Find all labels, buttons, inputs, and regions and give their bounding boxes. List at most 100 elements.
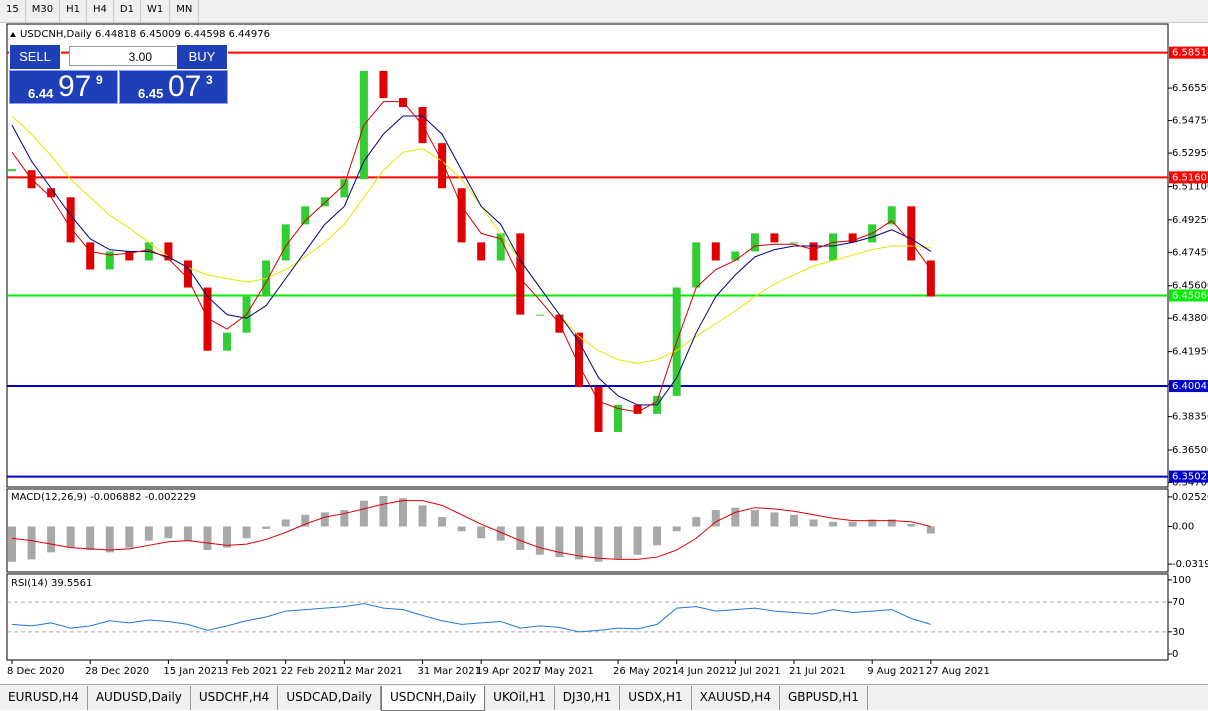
macd-bar <box>144 526 153 541</box>
timeframe-button[interactable]: 15 <box>0 0 26 22</box>
timeframe-button[interactable]: W1 <box>141 0 171 22</box>
timeframe-button[interactable]: H1 <box>60 0 87 22</box>
candle <box>301 206 310 225</box>
macd-bar <box>926 526 935 534</box>
sell-button[interactable]: SELL <box>9 44 61 70</box>
candle <box>281 224 290 261</box>
level-label: 6.35025 <box>1172 472 1208 483</box>
macd-bar <box>105 526 114 553</box>
macd-bar <box>672 526 681 532</box>
volume-input[interactable]: 3.00 <box>69 46 177 66</box>
candle <box>516 233 525 315</box>
macd-bar <box>281 519 290 527</box>
header-icon <box>10 32 16 37</box>
chart-tab[interactable]: USDCAD,Daily <box>278 686 381 710</box>
trade-panel: SELL 3.00 BUY 6.44 97 9 6.45 07 3 <box>9 44 228 104</box>
macd-bar <box>66 526 75 548</box>
macd-bar <box>242 526 251 539</box>
macd-bar <box>438 517 447 527</box>
candle <box>809 242 818 261</box>
candle <box>477 242 486 261</box>
macd-bar <box>731 507 740 527</box>
macd-bar <box>477 526 486 539</box>
x-tick-label: 21 Jul 2021 <box>789 666 846 677</box>
ask-prefix: 6.45 <box>138 86 164 101</box>
macd-bar <box>848 521 857 527</box>
macd-bar <box>790 514 798 527</box>
ask-price[interactable]: 6.45 07 3 <box>119 70 228 104</box>
candle <box>47 188 56 198</box>
chart-tab[interactable]: USDX,H1 <box>620 686 692 710</box>
macd-bar <box>692 517 701 527</box>
level-label: 6.51605 <box>1172 172 1208 183</box>
candle <box>66 197 75 243</box>
candle <box>438 143 447 189</box>
candle <box>457 188 466 243</box>
macd-bar <box>203 526 212 551</box>
timeframe-button[interactable]: M30 <box>26 0 61 22</box>
timeframe-button[interactable]: H4 <box>87 0 114 22</box>
macd-bar <box>418 505 427 527</box>
y-tick-label: 6.52950 <box>1172 148 1208 159</box>
y-tick-label: 70 <box>1172 597 1185 608</box>
chart-tab[interactable]: XAUUSD,H4 <box>692 686 780 710</box>
macd-bar <box>809 519 818 527</box>
macd-bar <box>340 510 349 527</box>
chart-tab[interactable]: AUDUSD,Daily <box>88 686 191 710</box>
bid-prefix: 6.44 <box>28 86 54 101</box>
level-label: 6.58514 <box>1172 48 1208 59</box>
candle <box>770 233 779 243</box>
x-tick-label: 27 Aug 2021 <box>926 666 990 677</box>
y-tick-label: 6.51100 <box>1172 181 1208 192</box>
candle <box>399 98 407 108</box>
candle <box>887 206 896 225</box>
timeframe-button[interactable]: D1 <box>114 0 141 22</box>
chart-tabs: EURUSD,H4 AUDUSD,Daily USDCHF,H4 USDCAD,Dai… <box>0 684 1208 711</box>
candle <box>829 233 838 261</box>
candle <box>183 260 192 288</box>
x-tick-label: 9 Aug 2021 <box>867 666 925 677</box>
candle <box>731 251 740 261</box>
macd-bar <box>183 526 192 541</box>
candle <box>848 233 857 243</box>
chart-tab[interactable]: USDCNH,Daily <box>380 686 486 711</box>
x-tick-label: 2 Jul 2021 <box>730 666 780 677</box>
macd-bar <box>320 512 329 527</box>
chart-tab[interactable]: UKOil,H1 <box>485 686 555 710</box>
chart-tab[interactable]: USDCHF,H4 <box>191 686 279 710</box>
level-label-box <box>1169 46 1208 59</box>
macd-bar <box>829 521 838 527</box>
rsi-frame <box>6 573 1169 661</box>
level-label-box <box>1169 380 1208 393</box>
macd-bar <box>907 524 916 527</box>
candle <box>711 242 720 261</box>
buy-button[interactable]: BUY <box>176 44 228 70</box>
rsi-title: RSI(14) 39.5561 <box>11 578 92 589</box>
bid-price[interactable]: 6.44 97 9 <box>9 70 118 104</box>
moving-average <box>11 115 932 406</box>
candle <box>340 179 349 198</box>
y-tick-label: 6.34700 <box>1172 477 1208 488</box>
macd-bar <box>496 526 505 541</box>
chart-tab[interactable]: DJ30,H1 <box>555 686 621 710</box>
candle <box>203 287 212 351</box>
timeframe-button[interactable]: MN <box>170 0 200 22</box>
ask-sup: 3 <box>206 73 213 87</box>
macd-bar <box>653 526 662 546</box>
chart-tab[interactable]: GBPUSD,H1 <box>780 686 868 710</box>
x-tick-label: 7 May 2021 <box>535 666 594 677</box>
macd-bar <box>223 526 232 548</box>
candle <box>633 404 642 414</box>
y-tick-label: -0.03198 <box>1172 559 1208 570</box>
macd-bar <box>887 519 896 527</box>
x-tick-label: 15 Jan 2021 <box>163 666 223 677</box>
macd-frame <box>6 488 1169 573</box>
x-tick-label: 26 May 2021 <box>613 666 678 677</box>
y-tick-label: 0 <box>1172 649 1178 660</box>
macd-bar <box>164 526 173 539</box>
candle <box>223 332 232 351</box>
macd-bar <box>614 526 623 560</box>
candle <box>535 314 544 316</box>
y-tick-label: 6.41950 <box>1172 347 1208 358</box>
chart-tab[interactable]: EURUSD,H4 <box>0 686 88 710</box>
